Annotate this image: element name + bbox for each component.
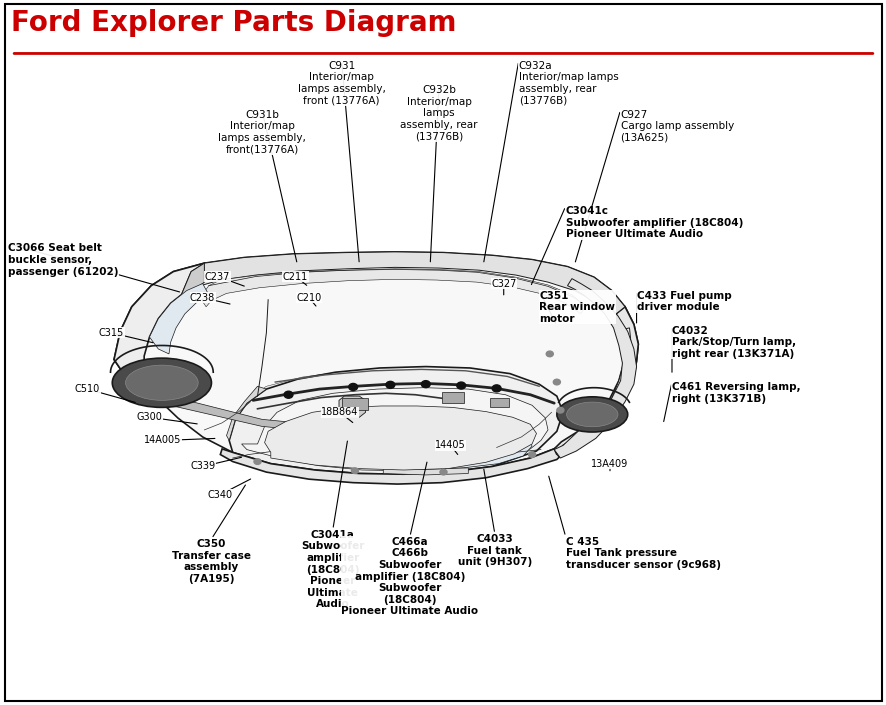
Text: C210: C210: [296, 293, 321, 302]
Text: C932b
Interior/map
lamps
assembly, rear
(13776B): C932b Interior/map lamps assembly, rear …: [400, 85, 478, 142]
Polygon shape: [554, 307, 638, 455]
Ellipse shape: [566, 402, 618, 427]
Text: C238: C238: [190, 293, 215, 302]
Circle shape: [553, 379, 560, 385]
Polygon shape: [177, 252, 625, 314]
Polygon shape: [275, 419, 532, 470]
Polygon shape: [220, 446, 565, 484]
Text: C466a
C466b
Subwoofer
amplifier (18C804)
Subwoofer
(18C804)
Pioneer Ultimate Aud: C466a C466b Subwoofer amplifier (18C804)…: [341, 537, 478, 616]
Circle shape: [351, 468, 358, 474]
Polygon shape: [229, 367, 563, 474]
Text: C927
Cargo lamp assembly
(13A625): C927 Cargo lamp assembly (13A625): [620, 110, 733, 143]
Polygon shape: [554, 278, 636, 458]
Text: C3041c
Subwoofer amplifier (18C804)
Pioneer Ultimate Audio: C3041c Subwoofer amplifier (18C804) Pion…: [565, 206, 742, 240]
Ellipse shape: [556, 397, 627, 432]
Circle shape: [439, 470, 447, 475]
Text: C510: C510: [74, 384, 100, 394]
Text: Ford Explorer Parts Diagram: Ford Explorer Parts Diagram: [12, 9, 456, 37]
Circle shape: [421, 381, 430, 388]
Text: C339: C339: [190, 462, 215, 472]
Polygon shape: [235, 368, 560, 465]
Polygon shape: [556, 328, 631, 457]
Polygon shape: [175, 400, 312, 431]
Bar: [441, 392, 463, 403]
Polygon shape: [177, 263, 204, 303]
Text: C237: C237: [205, 271, 230, 281]
Circle shape: [528, 452, 535, 458]
Circle shape: [492, 385, 501, 392]
Text: C315: C315: [98, 328, 124, 338]
Text: C327: C327: [491, 278, 516, 288]
Polygon shape: [226, 386, 266, 441]
Text: C4032
Park/Stop/Turn lamp,
right rear (13K371A): C4032 Park/Stop/Turn lamp, right rear (1…: [672, 326, 796, 359]
Circle shape: [253, 459, 260, 465]
Polygon shape: [114, 263, 204, 397]
Text: C931
Interior/map
lamps assembly,
front (13776A): C931 Interior/map lamps assembly, front …: [298, 61, 385, 105]
Polygon shape: [383, 468, 468, 475]
Text: C3041a
Subwoofer
amplifier
(18C804)
Pioneer
Ultimate
Audio: C3041a Subwoofer amplifier (18C804) Pion…: [300, 530, 364, 609]
Polygon shape: [199, 269, 585, 314]
Text: 14405: 14405: [435, 441, 465, 450]
Ellipse shape: [113, 358, 211, 407]
Text: C 435
Fuel Tank pressure
transducer sensor (9c968): C 435 Fuel Tank pressure transducer sens…: [565, 537, 720, 570]
Text: C4033
Fuel tank
unit (9H307): C4033 Fuel tank unit (9H307): [457, 534, 532, 568]
Circle shape: [385, 381, 394, 388]
Text: C3066 Seat belt
buckle sensor,
passenger (61202): C3066 Seat belt buckle sensor, passenger…: [8, 243, 118, 276]
Text: C350
Transfer case
assembly
(7A195): C350 Transfer case assembly (7A195): [172, 539, 251, 584]
Text: C351
Rear window
motor: C351 Rear window motor: [539, 290, 615, 324]
Text: C932a
Interior/map lamps
assembly, rear
(13776B): C932a Interior/map lamps assembly, rear …: [518, 61, 618, 105]
Text: G300: G300: [136, 412, 162, 422]
Circle shape: [348, 384, 357, 391]
Polygon shape: [264, 406, 536, 470]
Text: C433 Fuel pump
driver module: C433 Fuel pump driver module: [636, 290, 730, 312]
Bar: [489, 398, 509, 407]
Text: C931b
Interior/map
lamps assembly,
front(13776A): C931b Interior/map lamps assembly, front…: [218, 110, 306, 154]
Polygon shape: [114, 252, 638, 474]
Text: C340: C340: [207, 490, 233, 500]
Polygon shape: [338, 396, 365, 417]
Circle shape: [456, 382, 465, 389]
Polygon shape: [150, 283, 208, 354]
Polygon shape: [241, 388, 548, 471]
Bar: [341, 398, 368, 410]
Circle shape: [546, 351, 553, 357]
Ellipse shape: [126, 365, 198, 400]
Text: 18B864: 18B864: [321, 407, 358, 417]
Text: 13A409: 13A409: [591, 459, 628, 469]
Text: 14A005: 14A005: [144, 436, 182, 446]
Circle shape: [284, 391, 292, 398]
Circle shape: [556, 407, 563, 413]
Text: C211: C211: [283, 271, 307, 281]
Text: C461 Reversing lamp,
right (13K371B): C461 Reversing lamp, right (13K371B): [672, 382, 800, 404]
